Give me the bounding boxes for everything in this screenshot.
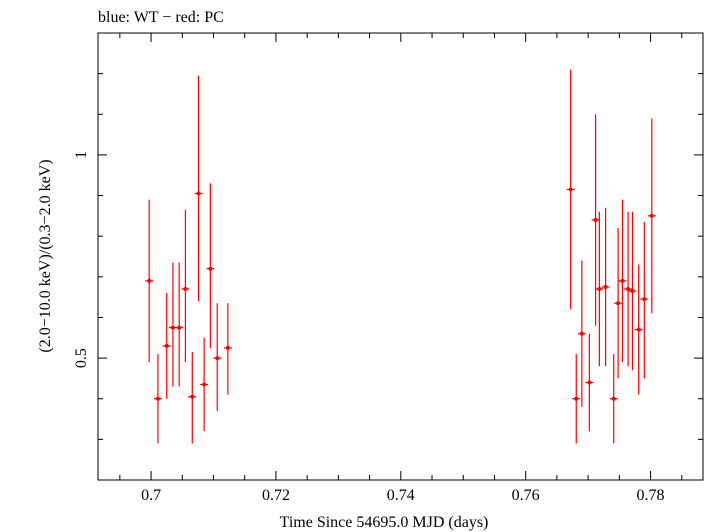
data-point <box>624 211 633 367</box>
point-marker <box>611 396 616 401</box>
data-point <box>628 211 637 371</box>
data-point <box>595 211 604 367</box>
data-point <box>188 351 197 444</box>
data-point <box>618 199 627 363</box>
point-marker <box>190 394 195 399</box>
point-marker <box>164 343 169 348</box>
data-point <box>206 183 215 348</box>
data-point <box>591 114 600 326</box>
data-point <box>145 199 154 363</box>
data-point <box>213 303 222 411</box>
data-point <box>566 69 575 310</box>
point-marker <box>147 278 152 283</box>
point-marker <box>636 327 641 332</box>
point-marker <box>183 287 188 292</box>
point-marker <box>208 266 213 271</box>
point-marker <box>597 287 602 292</box>
point-marker <box>196 191 201 196</box>
point-marker <box>215 356 220 361</box>
point-marker <box>579 331 584 336</box>
point-marker <box>630 289 635 294</box>
chart-title: blue: WT − red: PC <box>98 9 224 26</box>
x-tick-label: 0.78 <box>637 487 665 504</box>
point-marker <box>574 396 579 401</box>
data-point <box>614 228 623 379</box>
data-point <box>153 354 162 444</box>
data-point <box>634 264 643 395</box>
data-point <box>181 209 190 363</box>
x-axis-label: Time Since 54695.0 MJD (days) <box>280 514 489 531</box>
point-marker <box>202 382 207 387</box>
y-tick-label: 0.5 <box>73 348 90 368</box>
x-tick-label: 0.72 <box>262 487 290 504</box>
data-point <box>194 75 203 302</box>
point-marker <box>587 380 592 385</box>
point-marker <box>616 301 621 306</box>
point-marker <box>155 396 160 401</box>
y-tick-label: 1 <box>73 151 90 159</box>
x-tick-label: 0.74 <box>387 487 415 504</box>
data-point <box>168 262 177 387</box>
point-marker <box>620 278 625 283</box>
data-point <box>640 221 649 379</box>
plot-frame <box>97 32 704 481</box>
data-point <box>175 262 184 387</box>
data-point <box>601 207 610 367</box>
data-point <box>585 333 594 432</box>
data-point <box>200 337 209 432</box>
data-point <box>223 303 232 395</box>
x-tick-label: 0.7 <box>141 487 161 504</box>
y-axis-label: (2.0−10.0 keV)/(0.3−2.0 keV) <box>37 159 54 352</box>
point-marker <box>626 287 631 292</box>
point-marker <box>603 284 608 289</box>
point-marker <box>568 187 573 192</box>
point-marker <box>225 345 230 350</box>
data-point <box>162 293 171 399</box>
point-marker <box>177 325 182 330</box>
data-point <box>609 354 618 444</box>
data-point <box>577 260 586 407</box>
x-tick-label: 0.76 <box>512 487 540 504</box>
point-marker <box>593 217 598 222</box>
point-marker <box>170 325 175 330</box>
pc-data-series <box>145 69 656 444</box>
data-point <box>572 354 581 444</box>
axis-ticks: 0.7 0.72 0.74 0.76 0.78 0.5 1 <box>73 32 703 504</box>
point-marker <box>642 297 647 302</box>
data-point <box>647 118 656 314</box>
point-marker <box>649 213 654 218</box>
